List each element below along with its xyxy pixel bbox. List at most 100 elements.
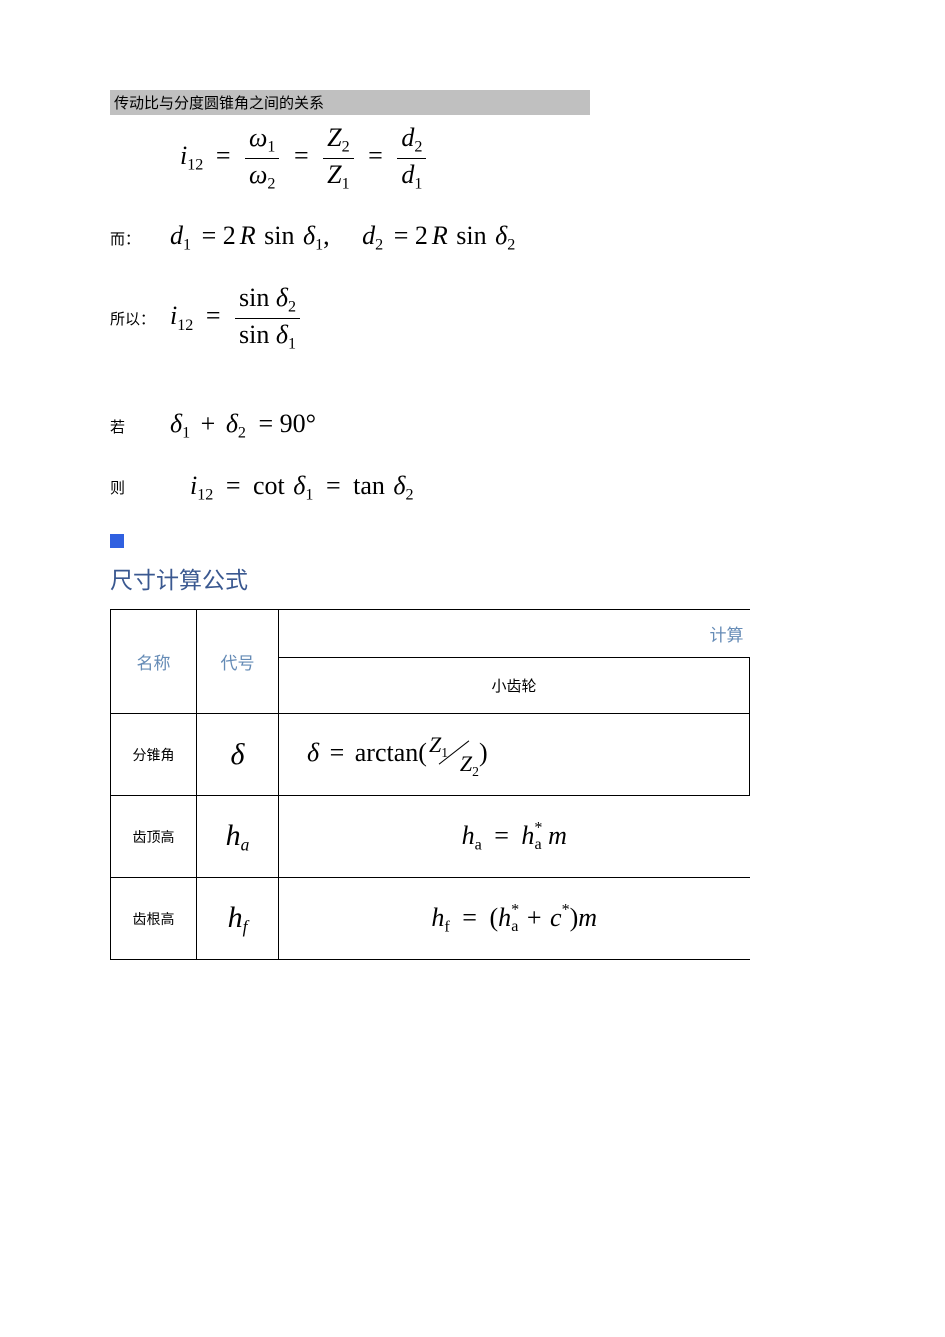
eq1-f1-num-sub: 1 — [267, 139, 275, 156]
formula-table: 名称 代号 计算 小齿轮 分锥角 δ δ = arctan( — [110, 609, 750, 960]
cell-symbol-3: hf — [197, 878, 279, 960]
eq3-lhs-sub: 12 — [177, 317, 193, 334]
eq1-f2-num-sub: 2 — [342, 139, 350, 156]
eq5-d1: δ — [291, 471, 305, 500]
table-header-row-1: 名称 代号 计算 — [111, 610, 750, 658]
cell-name-1: 分锥角 — [111, 714, 197, 796]
eq2-p2-R: R — [432, 221, 448, 250]
row3-t2-v: c — [550, 903, 562, 932]
table-row: 齿根高 hf hf = (h*a + c*)m — [111, 878, 750, 960]
eq2-p2-delta-sub: 2 — [507, 237, 515, 254]
table-row: 分锥角 δ δ = arctan( Z1 Z2 ) — [111, 714, 750, 796]
eq3-den-sin: sin — [239, 320, 269, 349]
th-calc-text: 计算 — [279, 621, 750, 646]
row2-name: 齿顶高 — [133, 831, 175, 846]
cell-symbol-2: ha — [197, 796, 279, 878]
row3-m: m — [578, 903, 597, 932]
eq4-d1-sub: 1 — [182, 425, 190, 442]
row1-Z2: Z — [460, 751, 472, 776]
cell-formula-3: hf = (h*a + c*)m — [279, 878, 750, 960]
section-header-bar: 传动比与分度圆锥角之间的关系 — [110, 90, 590, 115]
eq3-num-sin: sin — [239, 283, 269, 312]
eq4-d2: δ — [226, 409, 238, 438]
row1-Z2-sub: 2 — [472, 764, 479, 779]
row1-Z1: Z — [429, 732, 441, 757]
label-ze: 则 — [110, 477, 166, 498]
label-suoyi: 所以： — [110, 308, 166, 329]
row1-arctan: arctan — [355, 738, 419, 767]
eq5-d2: δ — [391, 471, 405, 500]
eq2-comma: , — [323, 221, 330, 250]
equation-4-row: 若 δ1 + δ2 = 90° — [110, 409, 835, 443]
eq1-f3-num: d — [401, 123, 414, 152]
eq2-d2-sub: 2 — [375, 237, 383, 254]
equation-2-row: 而： d1 = 2R sin δ1, d2 = 2R sin δ2 — [110, 221, 835, 255]
eq2-p2-sin: sin — [454, 221, 486, 250]
row1-slash-fraction: Z1 Z2 — [427, 734, 479, 776]
row2-lhs-v: h — [462, 821, 475, 850]
eq3-num-delta: δ — [276, 283, 288, 312]
eq2-p1-sin: sin — [262, 221, 294, 250]
eq5-d2-sub: 2 — [405, 486, 413, 503]
equation-1: i12 = ω1 ω2 = Z2 Z1 = d2 d1 — [180, 123, 835, 193]
bullet-square-icon — [110, 534, 124, 548]
eq5-lhs-sub: 12 — [197, 486, 213, 503]
eq1-f3-den-sub: 1 — [414, 175, 422, 192]
row3-t1-star: * — [511, 902, 519, 919]
row3-sym-v: h — [228, 901, 243, 934]
eq1-f3-den: d — [401, 160, 414, 189]
th-name: 名称 — [111, 610, 197, 714]
label-er: 而： — [110, 228, 166, 249]
th-small-gear: 小齿轮 — [279, 658, 750, 714]
equation-5-row: 则 i12 = cot δ1 = tan δ2 — [110, 471, 835, 505]
cell-name-2: 齿顶高 — [111, 796, 197, 878]
eq5-tan: tan — [353, 471, 385, 500]
row2-sym-v: h — [226, 819, 241, 852]
eq5-d1-sub: 1 — [305, 486, 313, 503]
row3-t1-v: h — [498, 903, 511, 932]
eq4-eq90: = 90° — [252, 409, 316, 438]
th-symbol: 代号 — [197, 610, 279, 714]
eq2-p1-delta: δ — [301, 221, 315, 250]
row1-lhs: δ — [307, 738, 319, 767]
header-title: 传动比与分度圆锥角之间的关系 — [114, 96, 324, 112]
eq3-den-delta: δ — [276, 320, 288, 349]
row2-rhs-s: a — [534, 836, 541, 853]
eq1-f2-den: Z — [327, 160, 341, 189]
row1-symbol: δ — [231, 738, 245, 771]
section-2-title: 尺寸计算公式 — [110, 561, 835, 595]
row2-sym-s: a — [241, 834, 250, 854]
row2-rhs-star: * — [534, 820, 542, 837]
cell-formula-1: δ = arctan( Z1 Z2 ) — [279, 714, 750, 796]
th-calc: 计算 — [279, 610, 750, 658]
eq2-d1: d — [170, 221, 183, 250]
eq4-d1: δ — [170, 409, 182, 438]
th-small-gear-text: 小齿轮 — [491, 679, 536, 695]
row3-lhs-s: f — [444, 918, 449, 935]
eq3-den-delta-sub: 1 — [288, 335, 296, 352]
cell-name-3: 齿根高 — [111, 878, 197, 960]
eq1-lhs-sub: 12 — [187, 157, 203, 174]
eq2-p2-delta: δ — [493, 221, 507, 250]
table-row: 齿顶高 ha ha = h*a m — [111, 796, 750, 878]
eq1-f3-num-sub: 2 — [414, 139, 422, 156]
eq1-f1-den-sub: 2 — [267, 175, 275, 192]
row3-t2-star: * — [562, 902, 570, 919]
eq4-d2-sub: 2 — [238, 425, 246, 442]
eq2-p1-delta-sub: 1 — [315, 237, 323, 254]
row3-lhs-v: h — [431, 903, 444, 932]
th-name-text: 名称 — [137, 654, 171, 673]
row2-rhs-v: h — [521, 821, 534, 850]
eq5-cot: cot — [253, 471, 285, 500]
eq3-num-delta-sub: 2 — [288, 299, 296, 316]
equation-3-row: 所以： i12 = sin δ2 sin δ1 — [110, 283, 835, 353]
row3-plus: + — [525, 903, 544, 932]
row2-m: m — [548, 821, 567, 850]
row3-name: 齿根高 — [133, 913, 175, 928]
row2-lhs-s: a — [475, 836, 482, 853]
eq2-p1-R: R — [240, 221, 256, 250]
eq1-f1-num: ω — [249, 123, 267, 152]
eq2-p1-eq: = 2 — [198, 221, 240, 250]
eq1-f2-num: Z — [327, 123, 341, 152]
row3-t1-s: a — [511, 918, 518, 935]
